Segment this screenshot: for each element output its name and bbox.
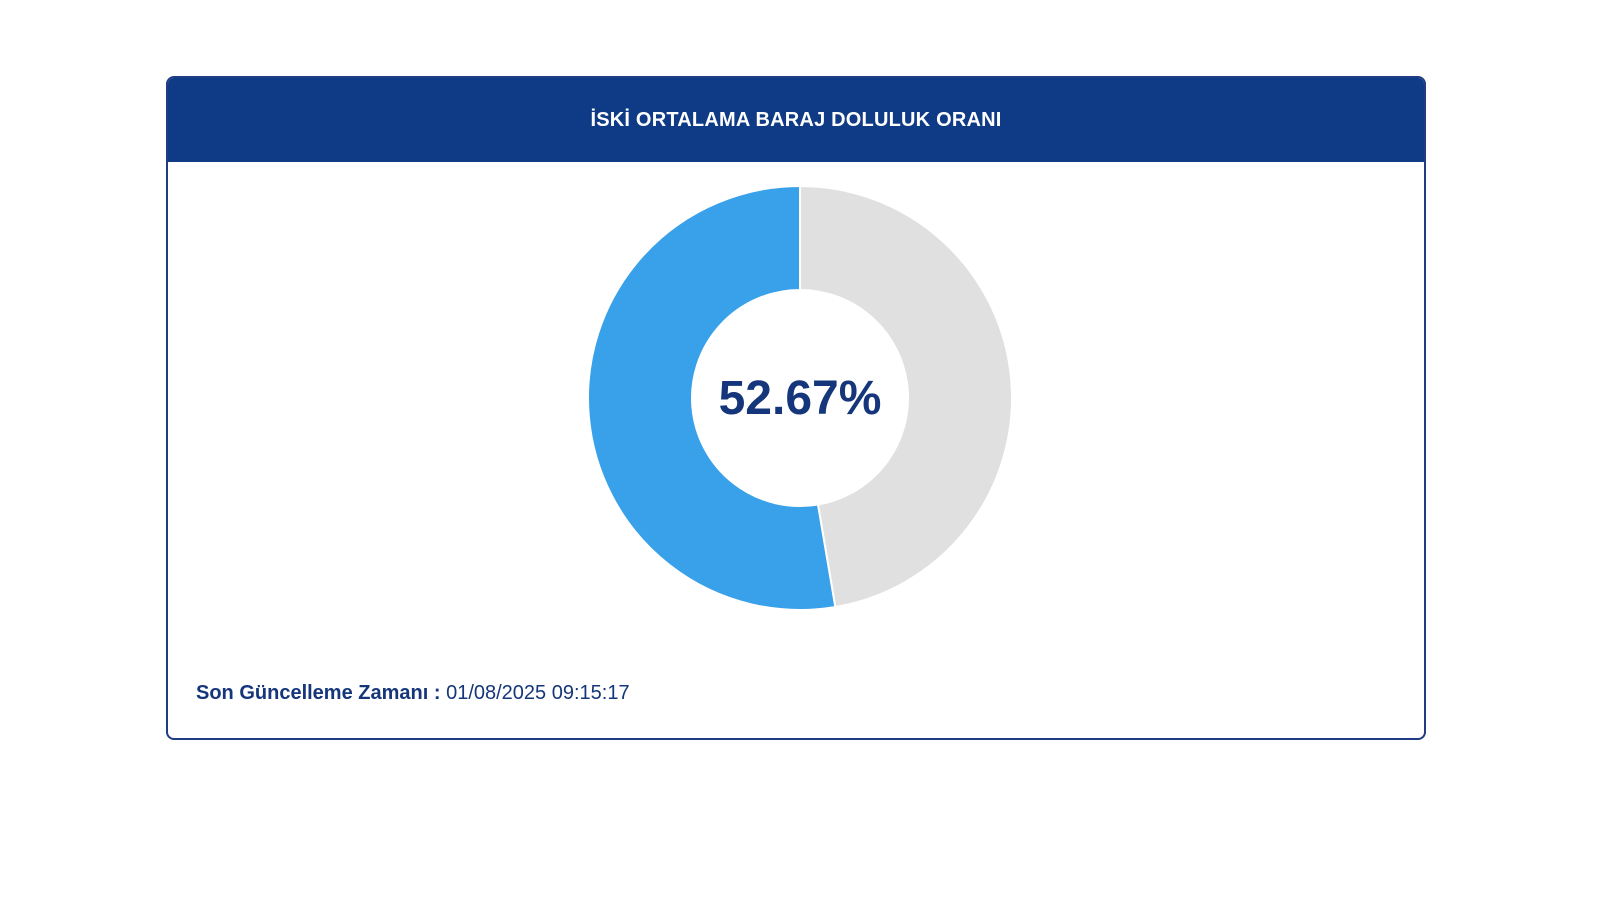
donut-slice-filled bbox=[588, 186, 837, 610]
dam-occupancy-card: İSKİ ORTALAMA BARAJ DOLULUK ORANI 52.67%… bbox=[166, 76, 1426, 740]
last-update-label: Son Güncelleme Zamanı : bbox=[196, 682, 441, 704]
last-update-value: 01/08/2025 09:15:17 bbox=[446, 682, 630, 704]
card-header: İSKİ ORTALAMA BARAJ DOLULUK ORANI bbox=[168, 78, 1424, 162]
card-title: İSKİ ORTALAMA BARAJ DOLULUK ORANI bbox=[590, 108, 1002, 131]
donut-slice-empty bbox=[799, 186, 1012, 609]
chart-area: 52.67% bbox=[168, 162, 1424, 632]
donut-chart bbox=[588, 186, 1012, 610]
last-update: Son Güncelleme Zamanı : 01/08/2025 09:15… bbox=[196, 682, 630, 705]
